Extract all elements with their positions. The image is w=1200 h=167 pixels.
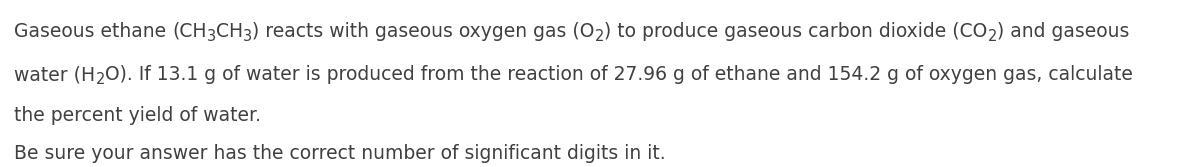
Text: Be sure your answer has the correct number of significant digits in it.: Be sure your answer has the correct numb… bbox=[14, 144, 666, 163]
Text: O). If 13.1 g of water is produced from the reaction of 27.96 g of ethane and 15: O). If 13.1 g of water is produced from … bbox=[104, 65, 1133, 84]
Text: the percent yield of water.: the percent yield of water. bbox=[14, 106, 262, 125]
Text: (CH: (CH bbox=[173, 22, 208, 41]
Text: water (H: water (H bbox=[14, 65, 96, 84]
Text: 2: 2 bbox=[595, 29, 604, 44]
Text: 3: 3 bbox=[244, 29, 252, 44]
Text: 2: 2 bbox=[988, 29, 997, 44]
Text: 2: 2 bbox=[96, 72, 104, 87]
Text: ) and gaseous: ) and gaseous bbox=[997, 22, 1129, 41]
Text: ) reacts with gaseous oxygen gas (O: ) reacts with gaseous oxygen gas (O bbox=[252, 22, 595, 41]
Text: Gaseous ethane: Gaseous ethane bbox=[14, 22, 173, 41]
Text: ) to produce gaseous carbon dioxide (CO: ) to produce gaseous carbon dioxide (CO bbox=[604, 22, 988, 41]
Text: CH: CH bbox=[216, 22, 244, 41]
Text: 3: 3 bbox=[208, 29, 216, 44]
